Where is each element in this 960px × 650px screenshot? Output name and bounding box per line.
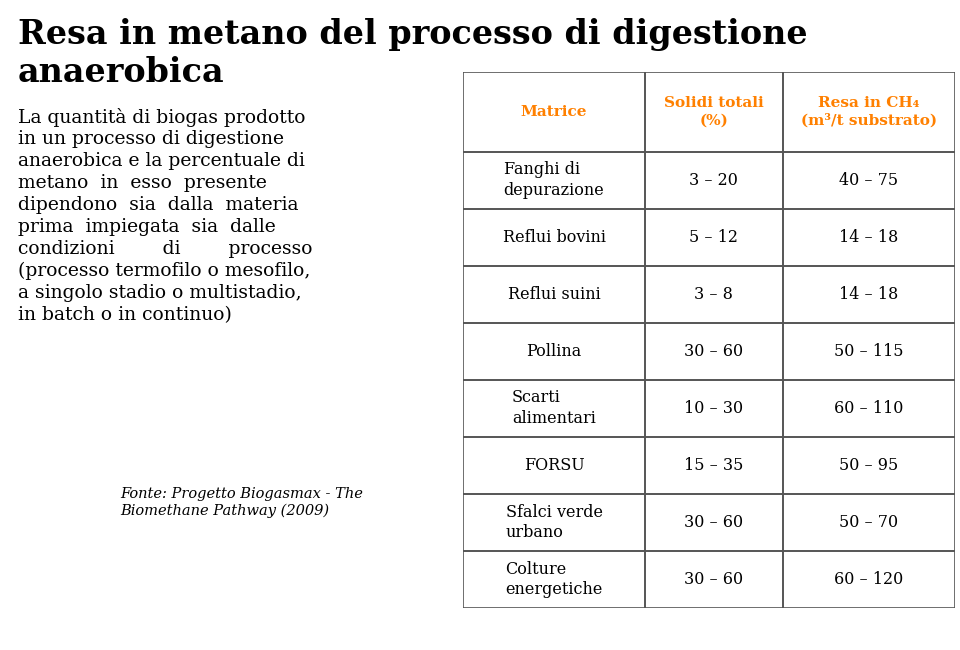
Bar [645, 323, 782, 380]
Text: 3 – 20: 3 – 20 [689, 172, 738, 189]
Bar [463, 494, 645, 551]
Bar [463, 72, 645, 152]
Text: (processo termofilo o mesofilo,: (processo termofilo o mesofilo, [18, 262, 310, 280]
Bar [782, 209, 955, 266]
Text: 50 – 115: 50 – 115 [834, 343, 903, 360]
Bar [463, 551, 645, 608]
Text: 15 – 35: 15 – 35 [684, 457, 744, 474]
Text: Resa in metano del processo di digestione: Resa in metano del processo di digestion… [18, 18, 807, 51]
Bar [645, 494, 782, 551]
Text: Reflui bovini: Reflui bovini [502, 229, 606, 246]
Text: 14 – 18: 14 – 18 [839, 229, 899, 246]
Bar [645, 209, 782, 266]
Bar [645, 72, 782, 152]
Text: 30 – 60: 30 – 60 [684, 343, 743, 360]
Text: Colture
energetiche: Colture energetiche [505, 560, 603, 599]
Bar [782, 494, 955, 551]
Text: condizioni        di        processo: condizioni di processo [18, 240, 313, 258]
Bar [782, 551, 955, 608]
Text: 40 – 75: 40 – 75 [839, 172, 899, 189]
Bar [782, 72, 955, 152]
Bar [782, 266, 955, 323]
Text: prima  impiegata  sia  dalle: prima impiegata sia dalle [18, 218, 276, 236]
Text: 60 – 110: 60 – 110 [834, 400, 903, 417]
Bar [782, 437, 955, 494]
Text: a singolo stadio o multistadio,: a singolo stadio o multistadio, [18, 284, 301, 302]
Text: Scarti
alimentari: Scarti alimentari [512, 389, 596, 428]
Text: 50 – 95: 50 – 95 [839, 457, 899, 474]
Text: 30 – 60: 30 – 60 [684, 514, 743, 531]
Bar [463, 266, 645, 323]
Text: 14 – 18: 14 – 18 [839, 286, 899, 303]
Bar [463, 152, 645, 209]
Bar [782, 380, 955, 437]
Text: 60 – 120: 60 – 120 [834, 571, 903, 588]
Text: Fonte: Progetto Biogasmax - The
Biomethane Pathway (2009): Fonte: Progetto Biogasmax - The Biometha… [120, 488, 363, 518]
Text: 30 – 60: 30 – 60 [684, 571, 743, 588]
Text: Sfalci verde
urbano: Sfalci verde urbano [506, 504, 603, 541]
Bar [463, 323, 645, 380]
Text: anaerobica: anaerobica [18, 56, 225, 89]
Bar [645, 266, 782, 323]
Text: Pollina: Pollina [526, 343, 582, 360]
Bar [645, 437, 782, 494]
Text: metano  in  esso  presente: metano in esso presente [18, 174, 267, 192]
Text: 10 – 30: 10 – 30 [684, 400, 743, 417]
Bar [463, 437, 645, 494]
Bar [782, 323, 955, 380]
Text: Resa in CH₄
(m³/t substrato): Resa in CH₄ (m³/t substrato) [801, 96, 937, 128]
Bar [782, 152, 955, 209]
Text: 50 – 70: 50 – 70 [839, 514, 899, 531]
Text: FORSU: FORSU [523, 457, 585, 474]
Bar [645, 380, 782, 437]
Text: 3 – 8: 3 – 8 [694, 286, 733, 303]
Bar [463, 380, 645, 437]
Text: 5 – 12: 5 – 12 [689, 229, 738, 246]
Bar [645, 551, 782, 608]
Text: La quantità di biogas prodotto: La quantità di biogas prodotto [18, 108, 305, 127]
Bar [463, 209, 645, 266]
Text: Solidi totali
(%): Solidi totali (%) [664, 96, 764, 127]
Text: Reflui suini: Reflui suini [508, 286, 600, 303]
Text: dipendono  sia  dalla  materia: dipendono sia dalla materia [18, 196, 299, 214]
Text: Fanghi di
depurazione: Fanghi di depurazione [504, 161, 605, 200]
Text: anaerobica e la percentuale di: anaerobica e la percentuale di [18, 152, 305, 170]
Bar [645, 152, 782, 209]
Text: in un processo di digestione: in un processo di digestione [18, 130, 284, 148]
Text: in batch o in continuo): in batch o in continuo) [18, 306, 232, 324]
Text: Matrice: Matrice [520, 105, 588, 119]
